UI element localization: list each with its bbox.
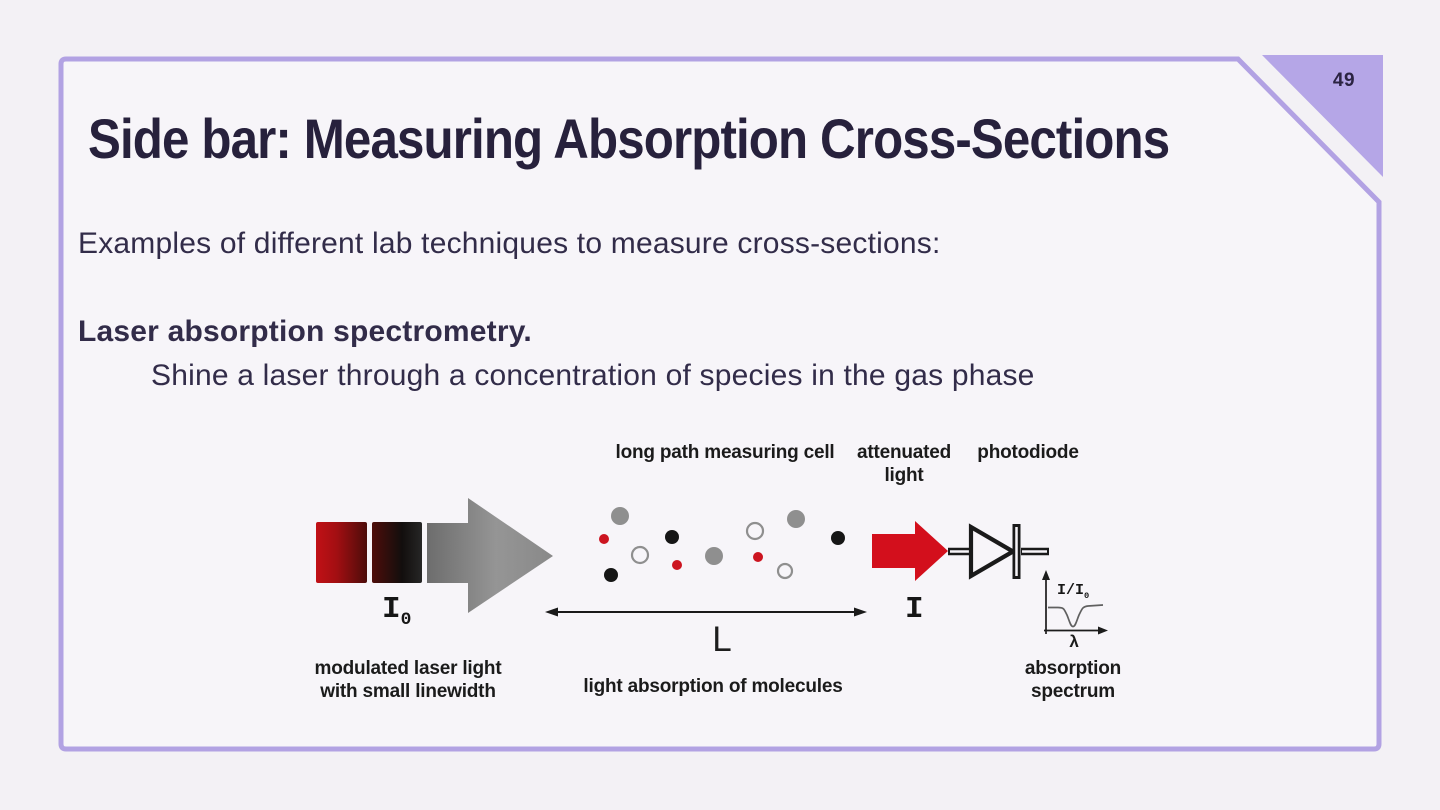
label-light-absorption: light absorption of molecules [583,676,843,697]
laser-pulse-red-square [316,522,367,583]
molecule-dot-red [672,560,682,570]
molecule-dot-black [604,568,618,582]
attenuated-light-arrow-icon [872,521,948,581]
photodiode-symbol [948,523,1049,580]
label-absorption-spectrum: absorption spectrum [1024,658,1122,702]
label-intensity-ratio: I/I0 [1057,582,1090,601]
molecule-dot-gray [611,507,629,525]
molecule-dot-red [599,534,609,544]
molecule-dot-gray [705,547,723,565]
label-lambda-axis: λ [1069,632,1079,651]
label-measuring-cell: long path measuring cell [615,442,835,463]
method-heading: Laser absorption spectrometry. [78,315,532,348]
spectrum-plot [1042,570,1108,635]
label-path-length: L [712,620,732,659]
molecule-dot-black [831,531,845,545]
laser-beam-arrow-icon [427,498,553,613]
molecule-dot-open [745,521,765,541]
spectrum-curve [1048,604,1104,628]
label-attenuated-light: attenuated light [856,442,952,486]
molecule-dot-red [753,552,763,562]
page-number: 49 [1332,70,1356,91]
label-transmitted-intensity: I [905,592,924,627]
label-modulated-laser: modulated laser light with small linewid… [314,658,502,702]
label-photodiode: photodiode [977,442,1079,463]
laser-pulse-dark-square [372,522,422,583]
molecule-dot-open [630,545,650,565]
molecule-dot-gray [787,510,805,528]
molecule-dot-black [665,530,679,544]
corner-triangle [1262,55,1383,177]
label-initial-intensity: I0 [382,592,412,631]
method-detail: Shine a laser through a concentration of… [151,359,1035,392]
slide-title: Side bar: Measuring Absorption Cross-Sec… [88,107,1170,170]
path-length-arrow [545,607,867,617]
molecule-dot-open [776,562,794,580]
molecule-dots [599,507,845,582]
intro-text: Examples of different lab techniques to … [78,227,941,260]
